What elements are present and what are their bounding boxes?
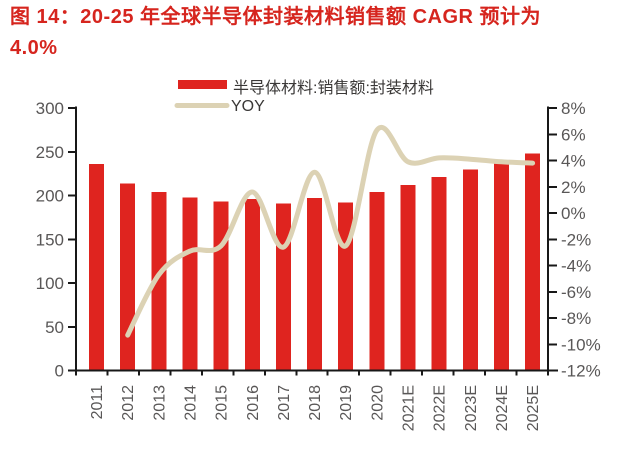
figure-title-line1: 图 14：20-25 年全球半导体封装材料销售额 CAGR 预计为 — [10, 6, 542, 28]
x-axis-label-2013: 2013 — [151, 385, 168, 421]
x-axis-label-2018: 2018 — [307, 385, 324, 421]
figure-title-line2: 4.0% — [10, 37, 58, 59]
right-axis-tick-label: -10% — [561, 335, 601, 354]
x-axis-label-2022E: 2022E — [432, 385, 449, 431]
line-series-label: YOY — [231, 98, 265, 115]
bar-2017 — [275, 203, 291, 371]
bar-2020 — [369, 192, 385, 371]
x-axis-label-2024E: 2024E — [494, 385, 511, 431]
x-axis-label-2012: 2012 — [120, 385, 137, 421]
right-axis-tick-label: -6% — [561, 283, 591, 302]
left-axis-tick-label: 200 — [36, 187, 64, 206]
bar-2018 — [307, 198, 323, 371]
x-axis-label-2021E: 2021E — [401, 385, 418, 431]
chart-legend: 半导体材料:销售额:封装材料 YOY — [174, 79, 434, 115]
right-axis-tick-label: 4% — [561, 152, 586, 171]
figure-title: 图 14：20-25 年全球半导体封装材料销售额 CAGR 预计为 4.0% — [10, 2, 634, 64]
bar-2015 — [213, 201, 229, 371]
right-axis-tick-label: 0% — [561, 204, 586, 223]
left-axis-tick-label: 150 — [36, 230, 64, 249]
right-axis-tick-label: 6% — [561, 125, 586, 144]
bar-2023E — [462, 169, 478, 371]
left-axis-tick-label: 300 — [36, 99, 64, 118]
bar-series-label: 半导体材料:销售额:封装材料 — [233, 79, 434, 97]
x-axis-label-2023E: 2023E — [463, 385, 480, 431]
x-axis-label-2016: 2016 — [245, 385, 262, 421]
right-axis-tick-label: -2% — [561, 230, 591, 249]
bar-series-swatch — [178, 80, 227, 89]
bar-2012 — [120, 183, 136, 371]
bar-2022E — [431, 177, 447, 371]
right-axis-tick-label: -8% — [561, 309, 591, 328]
bar-2025E — [525, 153, 541, 371]
axes — [68, 106, 558, 376]
bar-2016 — [244, 199, 260, 371]
x-axis-label-2020: 2020 — [369, 385, 386, 421]
yoy-line — [125, 125, 536, 338]
right-axis-tick-label: -4% — [561, 257, 591, 276]
axis-labels: 0 50 100 150 200 250 300 -12% -10% -8% -6% -4% -2% 0%… — [36, 99, 601, 431]
bar-2021E — [400, 185, 416, 371]
x-axis-label-2017: 2017 — [276, 385, 293, 421]
left-axis-tick-label: 50 — [45, 318, 64, 337]
x-axis-label-2025E: 2025E — [525, 385, 542, 431]
right-axis-tick-label: -12% — [561, 362, 601, 381]
bar-series — [89, 153, 541, 371]
left-axis-tick-label: 250 — [36, 143, 64, 162]
bar-2024E — [493, 161, 509, 371]
x-axis-label-2011: 2011 — [89, 385, 106, 420]
right-axis-tick-label: 8% — [561, 99, 586, 118]
bar-2011 — [89, 164, 104, 371]
left-axis-tick-label: 100 — [36, 274, 64, 293]
yoy-line-series — [125, 125, 536, 338]
x-axis-label-2019: 2019 — [338, 385, 355, 421]
left-axis-tick-label: 0 — [55, 362, 64, 381]
bar-2014 — [182, 197, 198, 371]
x-axis-label-2015: 2015 — [214, 385, 231, 421]
x-axis-label-2014: 2014 — [182, 385, 199, 421]
right-axis-tick-label: 2% — [561, 178, 586, 197]
bar-2013 — [151, 192, 167, 371]
